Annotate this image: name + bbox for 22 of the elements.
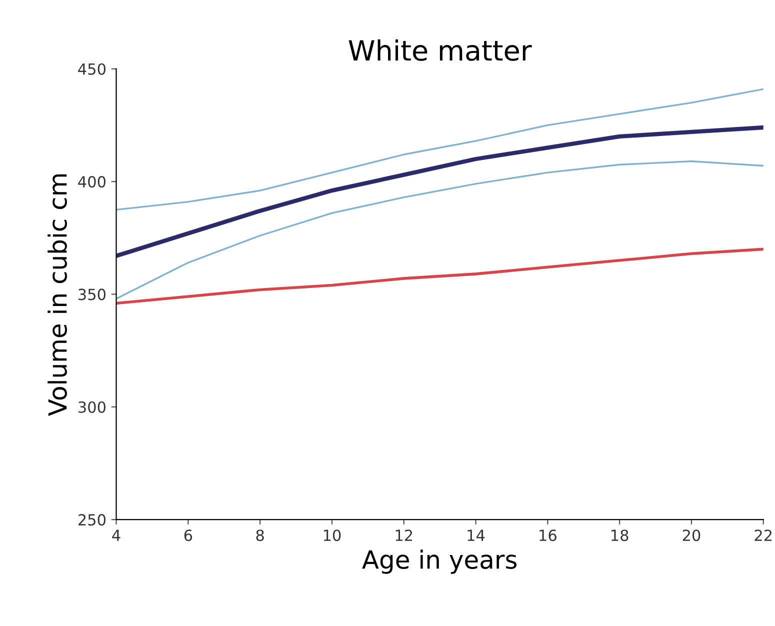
y-tick-label: 350 <box>78 288 106 300</box>
line-series <box>116 248 764 305</box>
y-axis-title: Volume in cubic cm <box>48 174 67 416</box>
line-series <box>116 88 764 211</box>
x-tick-label: 14 <box>468 530 485 541</box>
x-tick-label: 6 <box>184 530 192 542</box>
x-tick-label: 20 <box>682 530 700 542</box>
chart-title: White matter <box>348 39 532 61</box>
y-tick-label: 250 <box>78 514 106 526</box>
y-tick-label: 450 <box>78 63 106 75</box>
x-tick-label: 22 <box>754 530 772 541</box>
x-tick-label: 12 <box>396 530 412 541</box>
y-tick-label: 300 <box>78 401 106 413</box>
x-tick-label: 8 <box>256 530 264 542</box>
line-series <box>116 160 764 300</box>
x-axis-title: Age in years <box>362 550 517 574</box>
x-tick-label: 16 <box>540 530 556 542</box>
x-tick-label: 18 <box>612 530 628 542</box>
y-tick-label: 400 <box>78 176 106 188</box>
x-tick-label: 4 <box>112 530 120 541</box>
x-tick-label: 10 <box>324 530 341 542</box>
line-series <box>116 125 764 258</box>
